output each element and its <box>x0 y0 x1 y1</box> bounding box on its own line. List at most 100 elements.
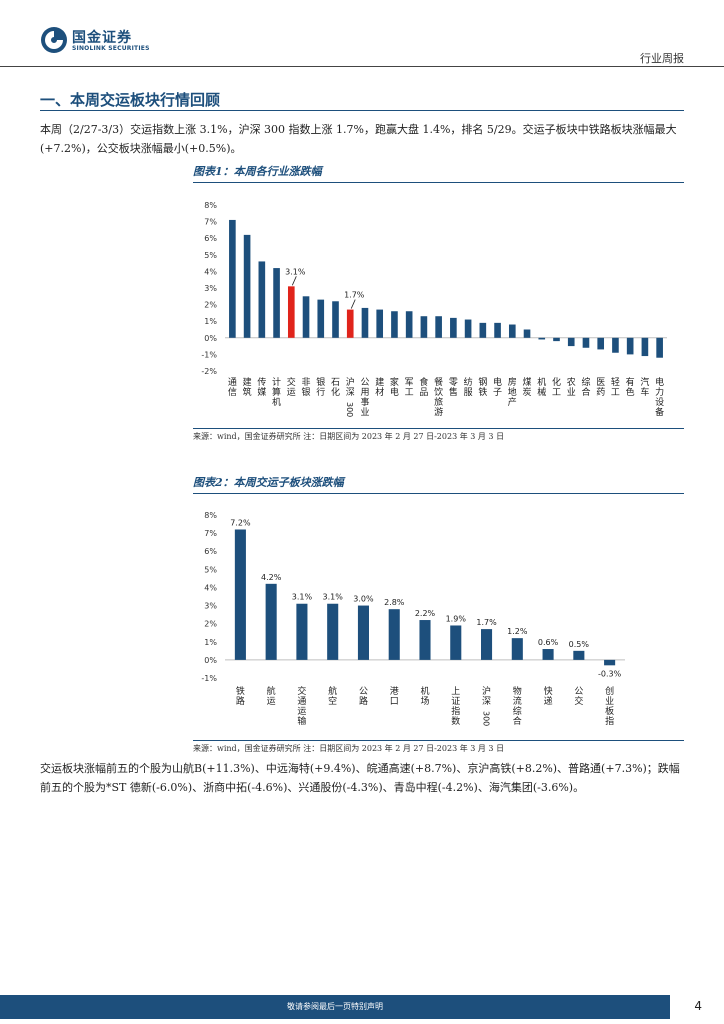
x-tick-char: 交 <box>297 685 306 697</box>
bar-军工 <box>405 311 413 338</box>
data-label-leader <box>291 276 297 286</box>
bar-公交 <box>573 650 585 660</box>
x-tick-label-军工: 军工 <box>405 377 414 398</box>
x-tick-char: 算 <box>272 386 281 398</box>
x-tick-char: 力 <box>655 386 664 398</box>
bar-计算机 <box>273 268 280 338</box>
y-tick-label: 8% <box>204 201 217 210</box>
x-tick-label-非银: 非银 <box>302 376 311 398</box>
x-tick-char: 深 <box>482 696 491 707</box>
section-divider <box>40 110 684 111</box>
x-tick-char: 航 <box>328 685 337 697</box>
bar-化工 <box>553 337 560 342</box>
x-tick-label-房地产: 房地产 <box>508 376 517 408</box>
x-tick-char: 电 <box>655 376 664 388</box>
x-tick-char: 炭 <box>523 387 532 398</box>
y-tick-label: 6% <box>204 234 217 243</box>
x-tick-char: 建 <box>375 376 384 388</box>
x-tick-char: 业 <box>360 407 369 418</box>
x-tick-label-医药: 医药 <box>596 377 605 398</box>
x-tick-char: 航 <box>267 685 276 697</box>
data-label-交通运输: 3.1% <box>292 593 313 602</box>
x-tick-char: 银 <box>302 386 311 398</box>
x-tick-digits: 300 <box>482 711 491 726</box>
x-tick-char: 钢 <box>478 376 487 388</box>
x-tick-label-纺服: 纺服 <box>464 376 473 398</box>
x-tick-char: 品 <box>419 387 428 398</box>
x-tick-char: 运 <box>287 387 296 398</box>
bar-有色 <box>626 337 634 355</box>
bar-传媒 <box>258 261 266 338</box>
x-tick-char: 建 <box>243 376 252 388</box>
x-tick-char: 用 <box>360 387 369 398</box>
x-tick-digits: 300 <box>345 402 354 417</box>
x-tick-char: 交 <box>574 695 583 707</box>
x-tick-char: 农 <box>567 376 576 388</box>
x-tick-label-通信: 通信 <box>228 377 237 398</box>
y-tick-label: 7% <box>204 529 217 538</box>
x-tick-char: 纺 <box>464 376 473 388</box>
x-tick-char: 港 <box>390 685 399 697</box>
y-tick-label: 8% <box>204 511 217 520</box>
bar-建材 <box>376 309 384 338</box>
x-tick-label-汽车: 汽车 <box>640 376 649 398</box>
figure2-bottom-divider <box>193 740 684 741</box>
x-tick-char: 场 <box>420 696 429 707</box>
figure1-title: 图表1：本周各行业涨跌幅 <box>193 165 322 178</box>
bar-纺服 <box>464 319 472 338</box>
x-tick-char: 传 <box>257 376 266 388</box>
data-label-机场: 2.2% <box>415 609 436 618</box>
x-tick-char: 媒 <box>257 387 266 398</box>
x-tick-char: 物 <box>513 685 522 697</box>
bar-家电 <box>391 311 398 338</box>
x-tick-label-银行: 银行 <box>316 376 325 398</box>
y-tick-label: -1% <box>201 350 217 359</box>
x-tick-char: 通 <box>228 377 237 388</box>
header-divider <box>0 66 724 67</box>
y-tick-label: 1% <box>204 317 217 326</box>
bar-快递 <box>542 649 554 660</box>
bar-交运 <box>287 286 295 338</box>
bar-煤炭 <box>523 329 531 338</box>
x-tick-label-有色: 有色 <box>626 376 635 398</box>
x-tick-char: 零 <box>449 377 458 388</box>
figure1-bottom-divider <box>193 428 684 429</box>
figure1-source: 来源：wind，国金证券研究所 注：日期区间为 2023 年 2 月 27 日-… <box>193 432 505 441</box>
x-tick-label-化工: 化工 <box>552 376 561 398</box>
bar-汽车 <box>641 337 649 357</box>
data-label-公路: 3.0% <box>353 595 374 604</box>
footer-disclaimer: 敬请参阅最后一页特别声明 <box>287 1002 383 1011</box>
x-tick-label-航空: 航空 <box>328 685 337 707</box>
brand-name-en: SINOLINK SECURITIES <box>72 45 150 52</box>
bar-建筑 <box>243 234 251 338</box>
y-tick-label: 7% <box>204 218 217 227</box>
x-tick-char: 械 <box>537 386 546 398</box>
x-tick-label-食品: 食品 <box>419 376 428 398</box>
x-tick-label-电子: 电子 <box>493 376 502 398</box>
x-tick-char: 公 <box>359 686 368 697</box>
x-tick-char: 流 <box>513 695 522 707</box>
y-tick-label: 3% <box>204 284 217 293</box>
data-label-铁路: 7.2% <box>230 518 251 527</box>
x-tick-char: 餐 <box>434 376 443 388</box>
x-tick-char: 机 <box>537 376 546 388</box>
x-tick-char: 产 <box>508 396 517 408</box>
x-tick-label-沪深300: 沪深 300 <box>482 685 492 726</box>
x-tick-char: 数 <box>451 715 460 727</box>
x-tick-char: 石 <box>331 378 340 388</box>
x-tick-label-机械: 机械 <box>537 376 546 398</box>
y-tick-label: 5% <box>204 565 217 574</box>
x-tick-label-轻工: 轻工 <box>611 376 620 398</box>
x-tick-char: 工 <box>552 388 561 398</box>
x-tick-char: 运 <box>297 706 306 717</box>
footer-bar: 敬请参阅最后一页特别声明 <box>0 995 670 1019</box>
section-title: 一、本周交运板块行情回顾 <box>40 91 221 109</box>
data-label-leader <box>350 299 356 309</box>
x-tick-label-快递: 快递 <box>544 685 553 707</box>
x-tick-char: 公 <box>574 686 583 697</box>
x-tick-char: 工 <box>405 388 414 398</box>
y-tick-label: 3% <box>204 602 217 611</box>
